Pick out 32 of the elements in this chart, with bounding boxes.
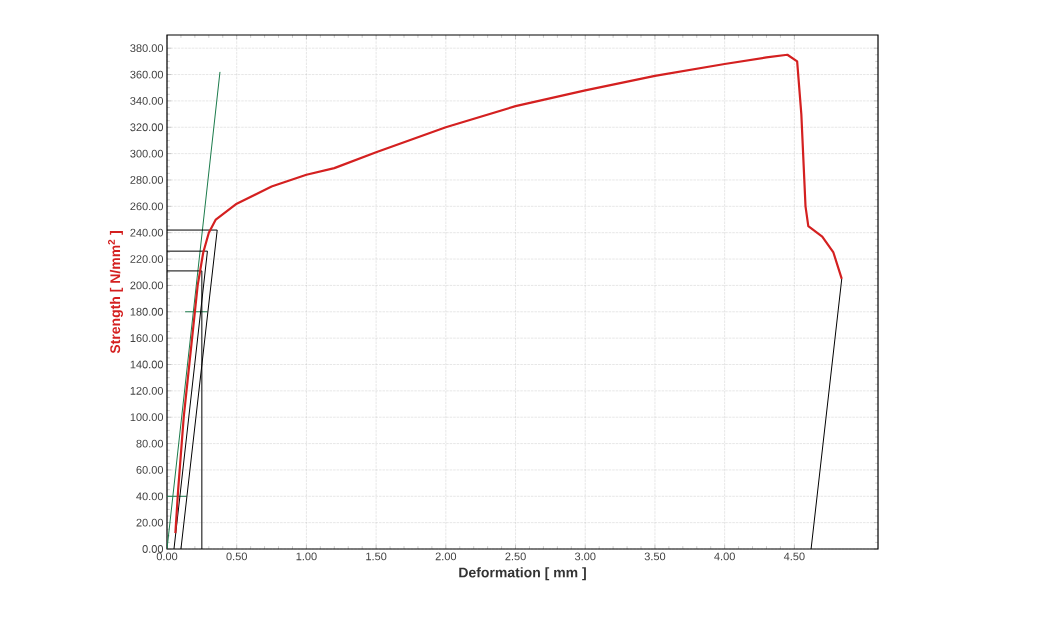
y-tick-label: 300.00: [130, 149, 164, 158]
y-tick-label: 80.00: [136, 439, 164, 448]
x-tick-label: 1.00: [296, 552, 317, 561]
x-tick-label: 0.50: [226, 552, 247, 561]
y-tick-label: 240.00: [130, 228, 164, 237]
y-tick-label: 360.00: [130, 70, 164, 79]
y-tick-label: 280.00: [130, 176, 164, 184]
y-tick-label: 0.00: [142, 545, 164, 553]
y-tick-label: 120.00: [130, 386, 164, 395]
x-tick-label: 0.00: [156, 552, 178, 561]
y-tick-label: 380.00: [130, 44, 164, 53]
x-tick-label: 3.00: [574, 552, 596, 561]
y-tick-label: 40.00: [136, 492, 164, 501]
x-tick-label: 2.00: [435, 552, 457, 561]
y-tick-label: 320.00: [130, 123, 164, 132]
y-tick-label: 60.00: [136, 466, 164, 474]
y-tick-label: 260.00: [130, 202, 164, 211]
x-tick-label: 2.50: [505, 552, 526, 561]
y-tick-label: 180.00: [130, 307, 164, 316]
x-axis-title: Deformation [ mm ]: [459, 567, 586, 581]
x-tick-label: 3.50: [644, 552, 666, 561]
y-tick-label: 200.00: [130, 281, 164, 290]
y-tick-label: 100.00: [130, 413, 164, 422]
x-tick-label: 4.00: [714, 552, 735, 561]
x-tick-label: 4.50: [783, 552, 805, 561]
y-tick-label: 160.00: [130, 334, 164, 343]
y-tick-label: 140.00: [130, 360, 164, 369]
x-tick-label: 1.50: [366, 552, 387, 561]
y-tick-label: 340.00: [130, 97, 164, 105]
y-tick-label: 220.00: [130, 255, 164, 263]
y-axis-title: Strength [ N/mm$^{2}$ ]: [107, 231, 123, 354]
y-tick-label: 20.00: [136, 518, 164, 527]
